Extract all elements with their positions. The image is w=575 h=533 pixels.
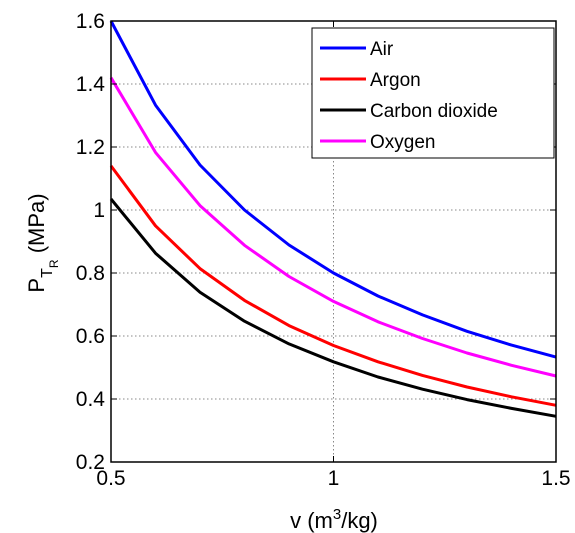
legend-entry-label: Air bbox=[370, 39, 394, 60]
series-line-argon bbox=[109, 165, 557, 407]
axis-ticks: 0.5 1 1.5 0.2 0.4 0.6 0.8 1 1.2 1.4 1.6 bbox=[76, 10, 571, 490]
x-tick-label: 1.5 bbox=[541, 467, 570, 490]
x-tick-label: 0.5 bbox=[96, 467, 125, 490]
legend-entry-label: Carbon dioxide bbox=[370, 101, 498, 122]
x-tick-label: 1 bbox=[328, 467, 340, 490]
series-lines bbox=[109, 20, 557, 418]
series-line-oxygen bbox=[109, 76, 557, 378]
series-line-carbon-dioxide bbox=[109, 198, 557, 418]
y-tick-label: 0.2 bbox=[76, 451, 105, 474]
y-tick-label: 1 bbox=[93, 199, 105, 222]
y-axis-label: PTR (MPa) bbox=[24, 193, 61, 292]
y-tick-label: 0.8 bbox=[76, 262, 105, 285]
y-tick-label: 0.6 bbox=[76, 325, 105, 348]
series-line-air bbox=[109, 20, 557, 359]
legend-entry-label: Argon bbox=[370, 70, 421, 91]
x-axis-label: v (m3/kg) bbox=[290, 506, 378, 533]
y-tick-label: 1.6 bbox=[76, 10, 105, 33]
legend-entry-label: Oxygen bbox=[370, 132, 435, 153]
y-tick-label: 0.4 bbox=[76, 388, 106, 411]
y-tick-label: 1.4 bbox=[76, 73, 106, 96]
y-tick-label: 1.2 bbox=[76, 136, 105, 159]
legend: Air Argon Carbon dioxide Oxygen bbox=[311, 27, 555, 159]
